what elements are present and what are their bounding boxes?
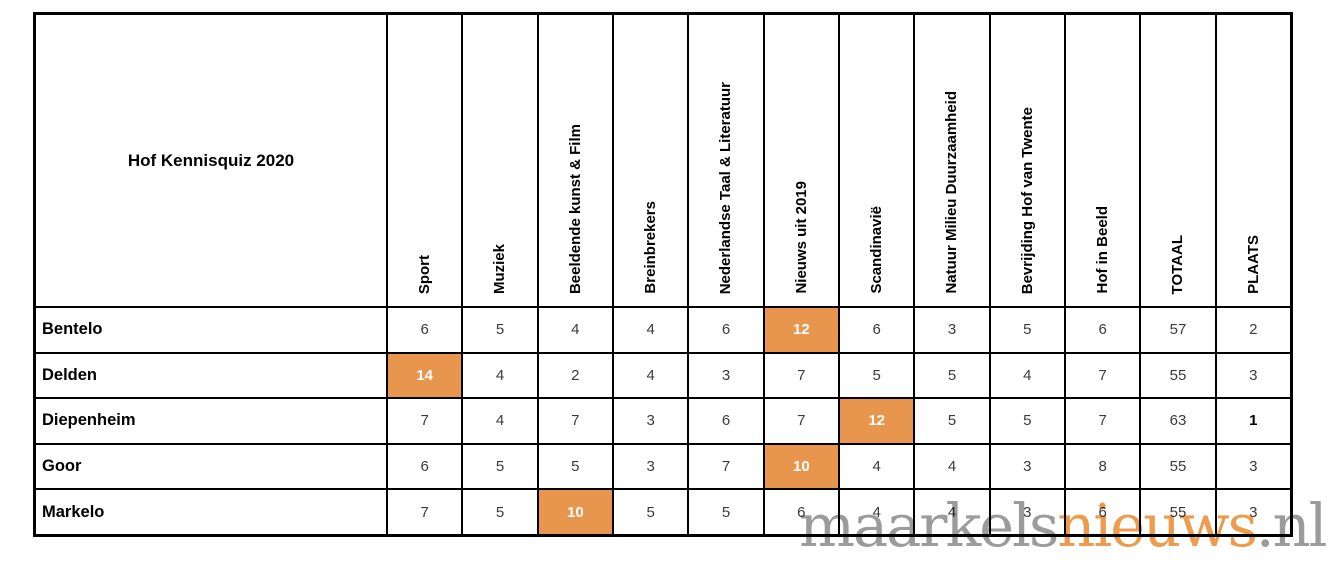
score-table: Hof Kennisquiz 2020 Sport Muziek Beelden… bbox=[33, 12, 1293, 537]
score-cell: 5 bbox=[538, 444, 612, 489]
column-header-label: Bevrijding Hof van Twente bbox=[1018, 106, 1036, 294]
column-header-nieuws-uit-2019: Nieuws uit 2019 bbox=[764, 15, 838, 306]
column-header-beeldende-kunst-film: Beeldende kunst & Film bbox=[538, 15, 612, 306]
score-cell: 7 bbox=[1066, 353, 1140, 398]
plaats-cell: 3 bbox=[1216, 353, 1290, 398]
score-cell-highlighted: 14 bbox=[388, 353, 462, 398]
score-cell: 7 bbox=[388, 490, 462, 534]
score-cell: 6 bbox=[388, 444, 462, 489]
score-cell: 5 bbox=[463, 444, 537, 489]
column-header-label: Hof in Beeld bbox=[1094, 206, 1112, 294]
row-label-delden: Delden bbox=[36, 353, 386, 398]
plaats-cell: 2 bbox=[1216, 308, 1290, 352]
score-cell: 3 bbox=[915, 308, 989, 352]
column-header-hof-in-beeld: Hof in Beeld bbox=[1066, 15, 1140, 306]
score-cell: 3 bbox=[689, 353, 763, 398]
score-cell: 5 bbox=[915, 353, 989, 398]
score-cell: 4 bbox=[538, 308, 612, 352]
score-cell: 3 bbox=[614, 399, 688, 443]
column-header-natuur-milieu-duurzaamheid: Natuur Milieu Duurzaamheid bbox=[915, 15, 989, 306]
score-cell: 4 bbox=[915, 444, 989, 489]
score-cell: 6 bbox=[1066, 308, 1140, 352]
score-cell: 4 bbox=[614, 353, 688, 398]
score-cell: 6 bbox=[840, 308, 914, 352]
score-cell: 4 bbox=[990, 353, 1064, 398]
score-cell-highlighted: 10 bbox=[764, 444, 838, 489]
score-cell: 6 bbox=[388, 308, 462, 352]
score-cell: 7 bbox=[764, 353, 838, 398]
row-label-goor: Goor bbox=[36, 444, 386, 489]
score-cell: 4 bbox=[463, 399, 537, 443]
plaats-cell: 3 bbox=[1216, 490, 1290, 534]
score-cell: 8 bbox=[1066, 444, 1140, 489]
column-header-label: Sport bbox=[416, 254, 434, 294]
score-cell: 7 bbox=[689, 444, 763, 489]
score-cell: 4 bbox=[463, 353, 537, 398]
column-header-label: Scandinavië bbox=[868, 206, 886, 294]
score-cell: 4 bbox=[840, 490, 914, 534]
score-cell: 5 bbox=[463, 490, 537, 534]
column-header-label: Natuur Milieu Duurzaamheid bbox=[943, 91, 961, 294]
score-cell: 5 bbox=[463, 308, 537, 352]
column-header-label: Breinbrekers bbox=[642, 201, 660, 294]
total-cell: 55 bbox=[1141, 444, 1215, 489]
score-cell: 5 bbox=[840, 353, 914, 398]
score-cell: 5 bbox=[614, 490, 688, 534]
score-cell: 5 bbox=[689, 490, 763, 534]
score-cell-highlighted: 12 bbox=[764, 308, 838, 352]
column-header-label: Muziek bbox=[491, 243, 509, 294]
score-cell: 6 bbox=[689, 308, 763, 352]
plaats-cell-winner: 1 bbox=[1216, 399, 1290, 443]
score-cell-highlighted: 10 bbox=[538, 490, 612, 534]
total-cell: 55 bbox=[1141, 490, 1215, 534]
column-header-label: Beeldende kunst & Film bbox=[566, 123, 584, 294]
row-label-bentelo: Bentelo bbox=[36, 308, 386, 352]
score-cell: 6 bbox=[1066, 490, 1140, 534]
score-cell: 2 bbox=[538, 353, 612, 398]
score-cell: 5 bbox=[990, 308, 1064, 352]
column-header-sport: Sport bbox=[388, 15, 462, 306]
column-header-label: Nieuws uit 2019 bbox=[792, 181, 810, 294]
column-header-bevrijding-hof-van-twente: Bevrijding Hof van Twente bbox=[990, 15, 1064, 306]
total-cell: 55 bbox=[1141, 353, 1215, 398]
score-cell: 7 bbox=[1066, 399, 1140, 443]
score-cell: 6 bbox=[764, 490, 838, 534]
plaats-cell: 3 bbox=[1216, 444, 1290, 489]
column-header-muziek: Muziek bbox=[463, 15, 537, 306]
column-header-nederlandse-taal-literatuur: Nederlandse Taal & Literatuur bbox=[689, 15, 763, 306]
row-label-diepenheim: Diepenheim bbox=[36, 399, 386, 443]
column-header-plaats: PLAATS bbox=[1216, 15, 1290, 306]
column-header-totaal: TOTAAL bbox=[1141, 15, 1215, 306]
score-cell: 7 bbox=[388, 399, 462, 443]
column-header-scandinavie: Scandinavië bbox=[840, 15, 914, 306]
score-cell: 5 bbox=[915, 399, 989, 443]
column-header-label: Nederlandse Taal & Literatuur bbox=[717, 81, 735, 294]
score-cell: 3 bbox=[990, 490, 1064, 534]
score-cell: 7 bbox=[538, 399, 612, 443]
score-cell: 4 bbox=[840, 444, 914, 489]
column-header-label: TOTAAL bbox=[1169, 234, 1187, 294]
total-cell: 57 bbox=[1141, 308, 1215, 352]
score-cell: 4 bbox=[915, 490, 989, 534]
score-cell-highlighted: 12 bbox=[840, 399, 914, 443]
score-cell: 7 bbox=[764, 399, 838, 443]
score-cell: 4 bbox=[614, 308, 688, 352]
table-title: Hof Kennisquiz 2020 bbox=[36, 15, 386, 306]
score-cell: 6 bbox=[689, 399, 763, 443]
column-header-label: PLAATS bbox=[1244, 235, 1262, 294]
score-cell: 3 bbox=[990, 444, 1064, 489]
score-cell: 5 bbox=[990, 399, 1064, 443]
row-label-markelo: Markelo bbox=[36, 490, 386, 534]
column-header-breinbrekers: Breinbrekers bbox=[614, 15, 688, 306]
total-cell: 63 bbox=[1141, 399, 1215, 443]
score-cell: 3 bbox=[614, 444, 688, 489]
